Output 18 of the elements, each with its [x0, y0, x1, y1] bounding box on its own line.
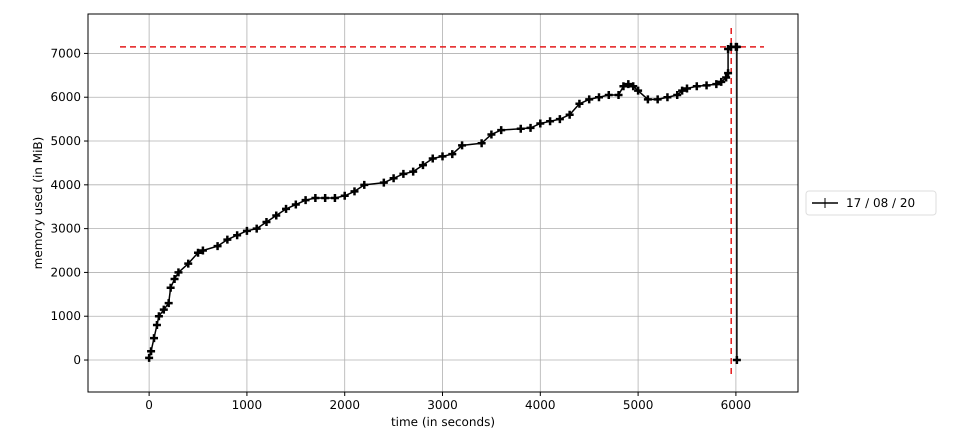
y-tick-label: 5000: [50, 134, 81, 148]
x-tick-label: 4000: [525, 398, 556, 412]
y-tick-label: 1000: [50, 309, 81, 324]
y-tick-label: 4000: [50, 178, 81, 192]
x-tick-label: 6000: [720, 398, 752, 412]
x-tick-label: 0: [145, 398, 153, 412]
x-tick-label: 5000: [622, 398, 654, 412]
x-tick-label: 2000: [329, 398, 360, 412]
y-tick-label: 7000: [50, 46, 81, 60]
legend-label: 17 / 08 / 20: [846, 196, 916, 210]
x-tick-label: 3000: [427, 398, 458, 412]
y-tick-label: 3000: [50, 222, 81, 236]
y-tick-label: 0: [73, 353, 81, 368]
y-tick-label: 2000: [50, 265, 81, 280]
x-axis-title: time (in seconds): [390, 415, 496, 429]
y-axis-title: memory used (in MiB): [31, 136, 45, 270]
x-tick-label: 1000: [232, 398, 262, 412]
y-tick-label: 6000: [50, 90, 81, 104]
